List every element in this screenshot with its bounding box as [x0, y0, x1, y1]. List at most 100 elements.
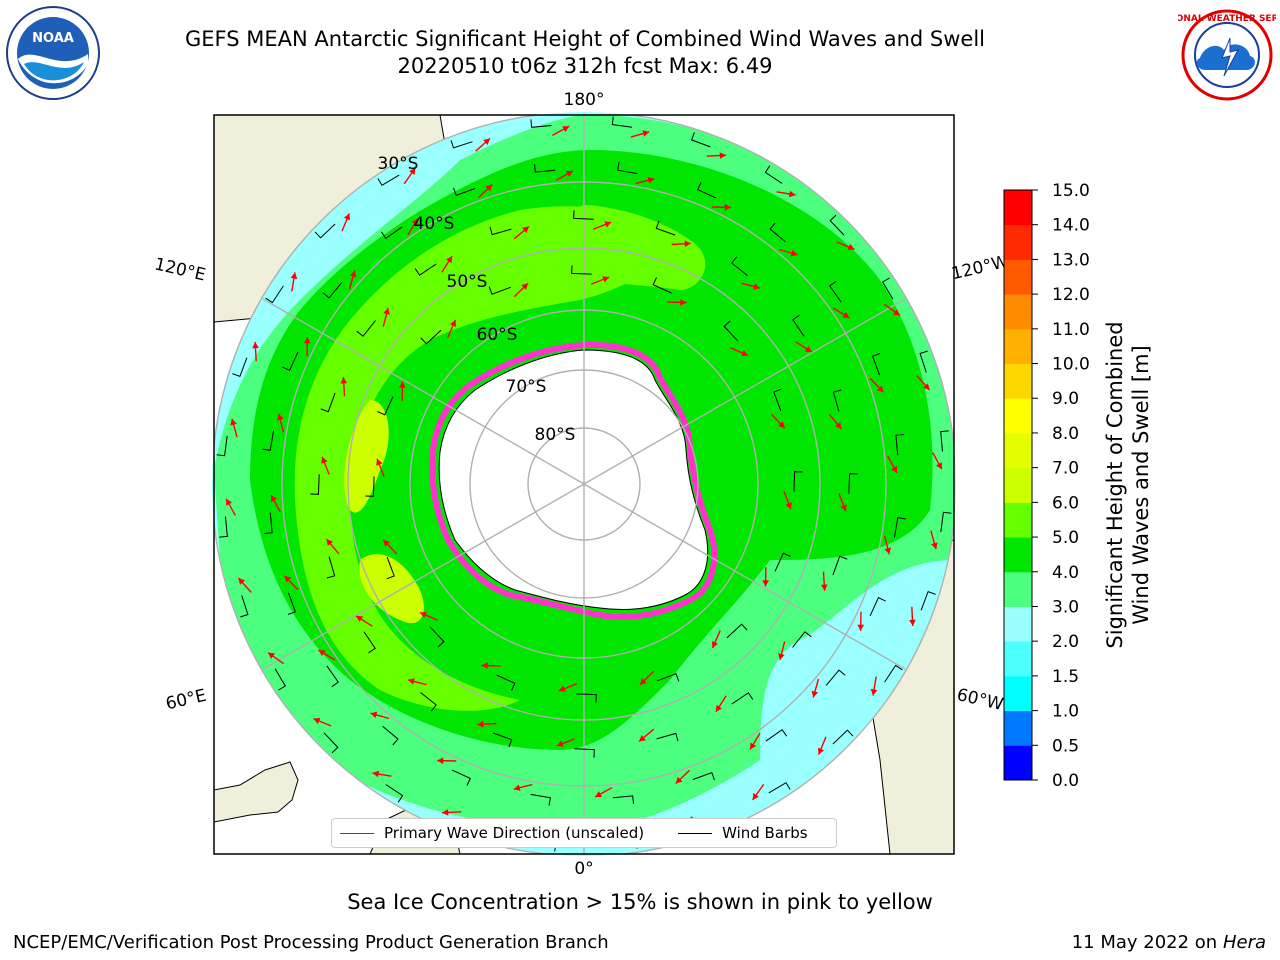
wind-barb	[356, 320, 376, 337]
wave-arrow-head	[562, 126, 570, 133]
legend-item-barb: Wind Barbs	[678, 824, 808, 842]
colorbar-segment	[1004, 259, 1032, 295]
colorbar-tick-label: 6.0	[1052, 493, 1079, 513]
colorbar-tick-label: 12.0	[1052, 285, 1090, 305]
wind-barb	[773, 388, 782, 411]
wave-arrow-head	[356, 615, 364, 622]
wind-barb	[731, 692, 754, 705]
wave-arrow-head	[483, 138, 490, 145]
wave-arrow-head	[891, 465, 897, 473]
svg-text:NATIONAL WEATHER SERVICE: NATIONAL WEATHER SERVICE	[1178, 14, 1276, 24]
wind-barb	[893, 517, 906, 538]
wind-barb	[869, 597, 886, 617]
wind-barb	[769, 222, 786, 243]
wind-barb	[611, 116, 633, 128]
colorbar-tick-label: 15.0	[1052, 181, 1090, 201]
wind-barb	[216, 435, 228, 457]
wind-barb	[726, 623, 748, 639]
wave-arrow-head	[790, 249, 798, 257]
wind-barb	[380, 226, 403, 239]
wave-arrow-head	[675, 776, 683, 784]
colorbar: 0.0 0.5 1.0 1.5 2.0 3.0 4.0 5.0 6.0 7.0 8.0 9.0 10.0…	[1003, 181, 1090, 791]
wave-arrow-head	[326, 539, 333, 546]
wind-barb	[940, 511, 952, 533]
wave-arrow-head	[884, 547, 891, 555]
wind-barb	[825, 669, 846, 686]
wave-arrow-head	[485, 184, 493, 192]
wave-arrow-head	[602, 276, 610, 283]
wind-barb	[657, 673, 680, 682]
wave-arrow-head	[804, 346, 812, 353]
wave-arrow-head	[750, 742, 757, 750]
wind-barb	[534, 164, 556, 173]
colorbar-tick-label: 9.0	[1052, 389, 1079, 409]
wind-barb	[765, 729, 788, 742]
colorbar-title-line2: Wind Waves and Swell [m]	[1129, 345, 1153, 625]
wave-arrow-head	[840, 504, 847, 512]
wave-arrow-head	[252, 342, 259, 349]
wind-barb	[774, 552, 791, 572]
wind-barb	[793, 471, 803, 492]
colorbar-segment	[1004, 745, 1032, 781]
wave-band-5-6	[294, 206, 680, 711]
wind-barb	[326, 665, 339, 688]
colorbar-tick-label: 14.0	[1052, 216, 1090, 236]
wave-arrow-head	[847, 243, 855, 251]
colorbar-segment	[1004, 190, 1032, 226]
legend-barb-label: Wind Barbs	[722, 824, 808, 842]
wind-barb	[287, 592, 297, 615]
wind-barb	[382, 725, 399, 746]
wind-barb	[453, 187, 476, 197]
wave-arrow-head	[857, 624, 865, 631]
wind-barb	[489, 226, 512, 236]
wind-barb	[219, 516, 228, 538]
lon-label-120w: 120°W	[950, 252, 1011, 285]
wave-arrow-head	[446, 256, 453, 264]
wind-barb	[320, 392, 336, 413]
wave-arrow-head	[411, 218, 418, 226]
wind-barb	[265, 285, 284, 304]
wind-barb	[871, 353, 881, 376]
wind-barb	[882, 277, 894, 300]
wind-barb	[323, 732, 339, 754]
colorbar-segment	[1004, 537, 1032, 573]
wave-direction-arrows	[225, 125, 943, 843]
wave-arrow-head	[684, 240, 691, 248]
wind-barb	[386, 557, 395, 580]
wind-barb	[940, 430, 949, 452]
wind-barb	[612, 795, 634, 804]
wind-barb	[314, 223, 336, 239]
wave-band-6-7	[344, 400, 389, 513]
lat-label-40s: 40°S	[414, 214, 455, 234]
wind-barb	[792, 314, 805, 337]
wind-barb	[530, 793, 551, 806]
wind-barb	[919, 350, 928, 373]
wave-arrow-head	[604, 221, 612, 228]
wind-barb	[723, 320, 739, 342]
wave-arrow-head	[226, 498, 233, 506]
wind-barb	[832, 729, 854, 745]
wave-arrow-head	[290, 272, 298, 280]
wave-arrow-head	[752, 793, 759, 800]
wind-barb	[884, 664, 903, 683]
lat-label-30s: 30°S	[378, 154, 419, 174]
map-legend: Primary Wave Direction (unscaled) Wind B…	[331, 818, 837, 848]
wind-barb	[377, 174, 400, 186]
wave-band-6-7-b	[359, 554, 424, 624]
colorbar-segment	[1004, 675, 1032, 712]
colorbar-segment	[1004, 294, 1032, 330]
wind-barb	[262, 430, 275, 451]
wind-barb	[848, 473, 858, 494]
wave-arrow-head	[762, 580, 769, 587]
legend-barb-swatch	[678, 832, 713, 834]
wind-barb	[322, 282, 343, 299]
wave-arrow-head	[842, 311, 850, 318]
sea-ice-edge	[429, 341, 718, 620]
wave-arrow-head	[376, 458, 383, 466]
lon-label-60w: 60°W	[955, 685, 1005, 715]
parallels	[214, 115, 954, 854]
colorbar-tick-label: 1.0	[1052, 702, 1079, 722]
wave-arrow-head	[383, 308, 390, 315]
wind-barb	[764, 165, 783, 184]
